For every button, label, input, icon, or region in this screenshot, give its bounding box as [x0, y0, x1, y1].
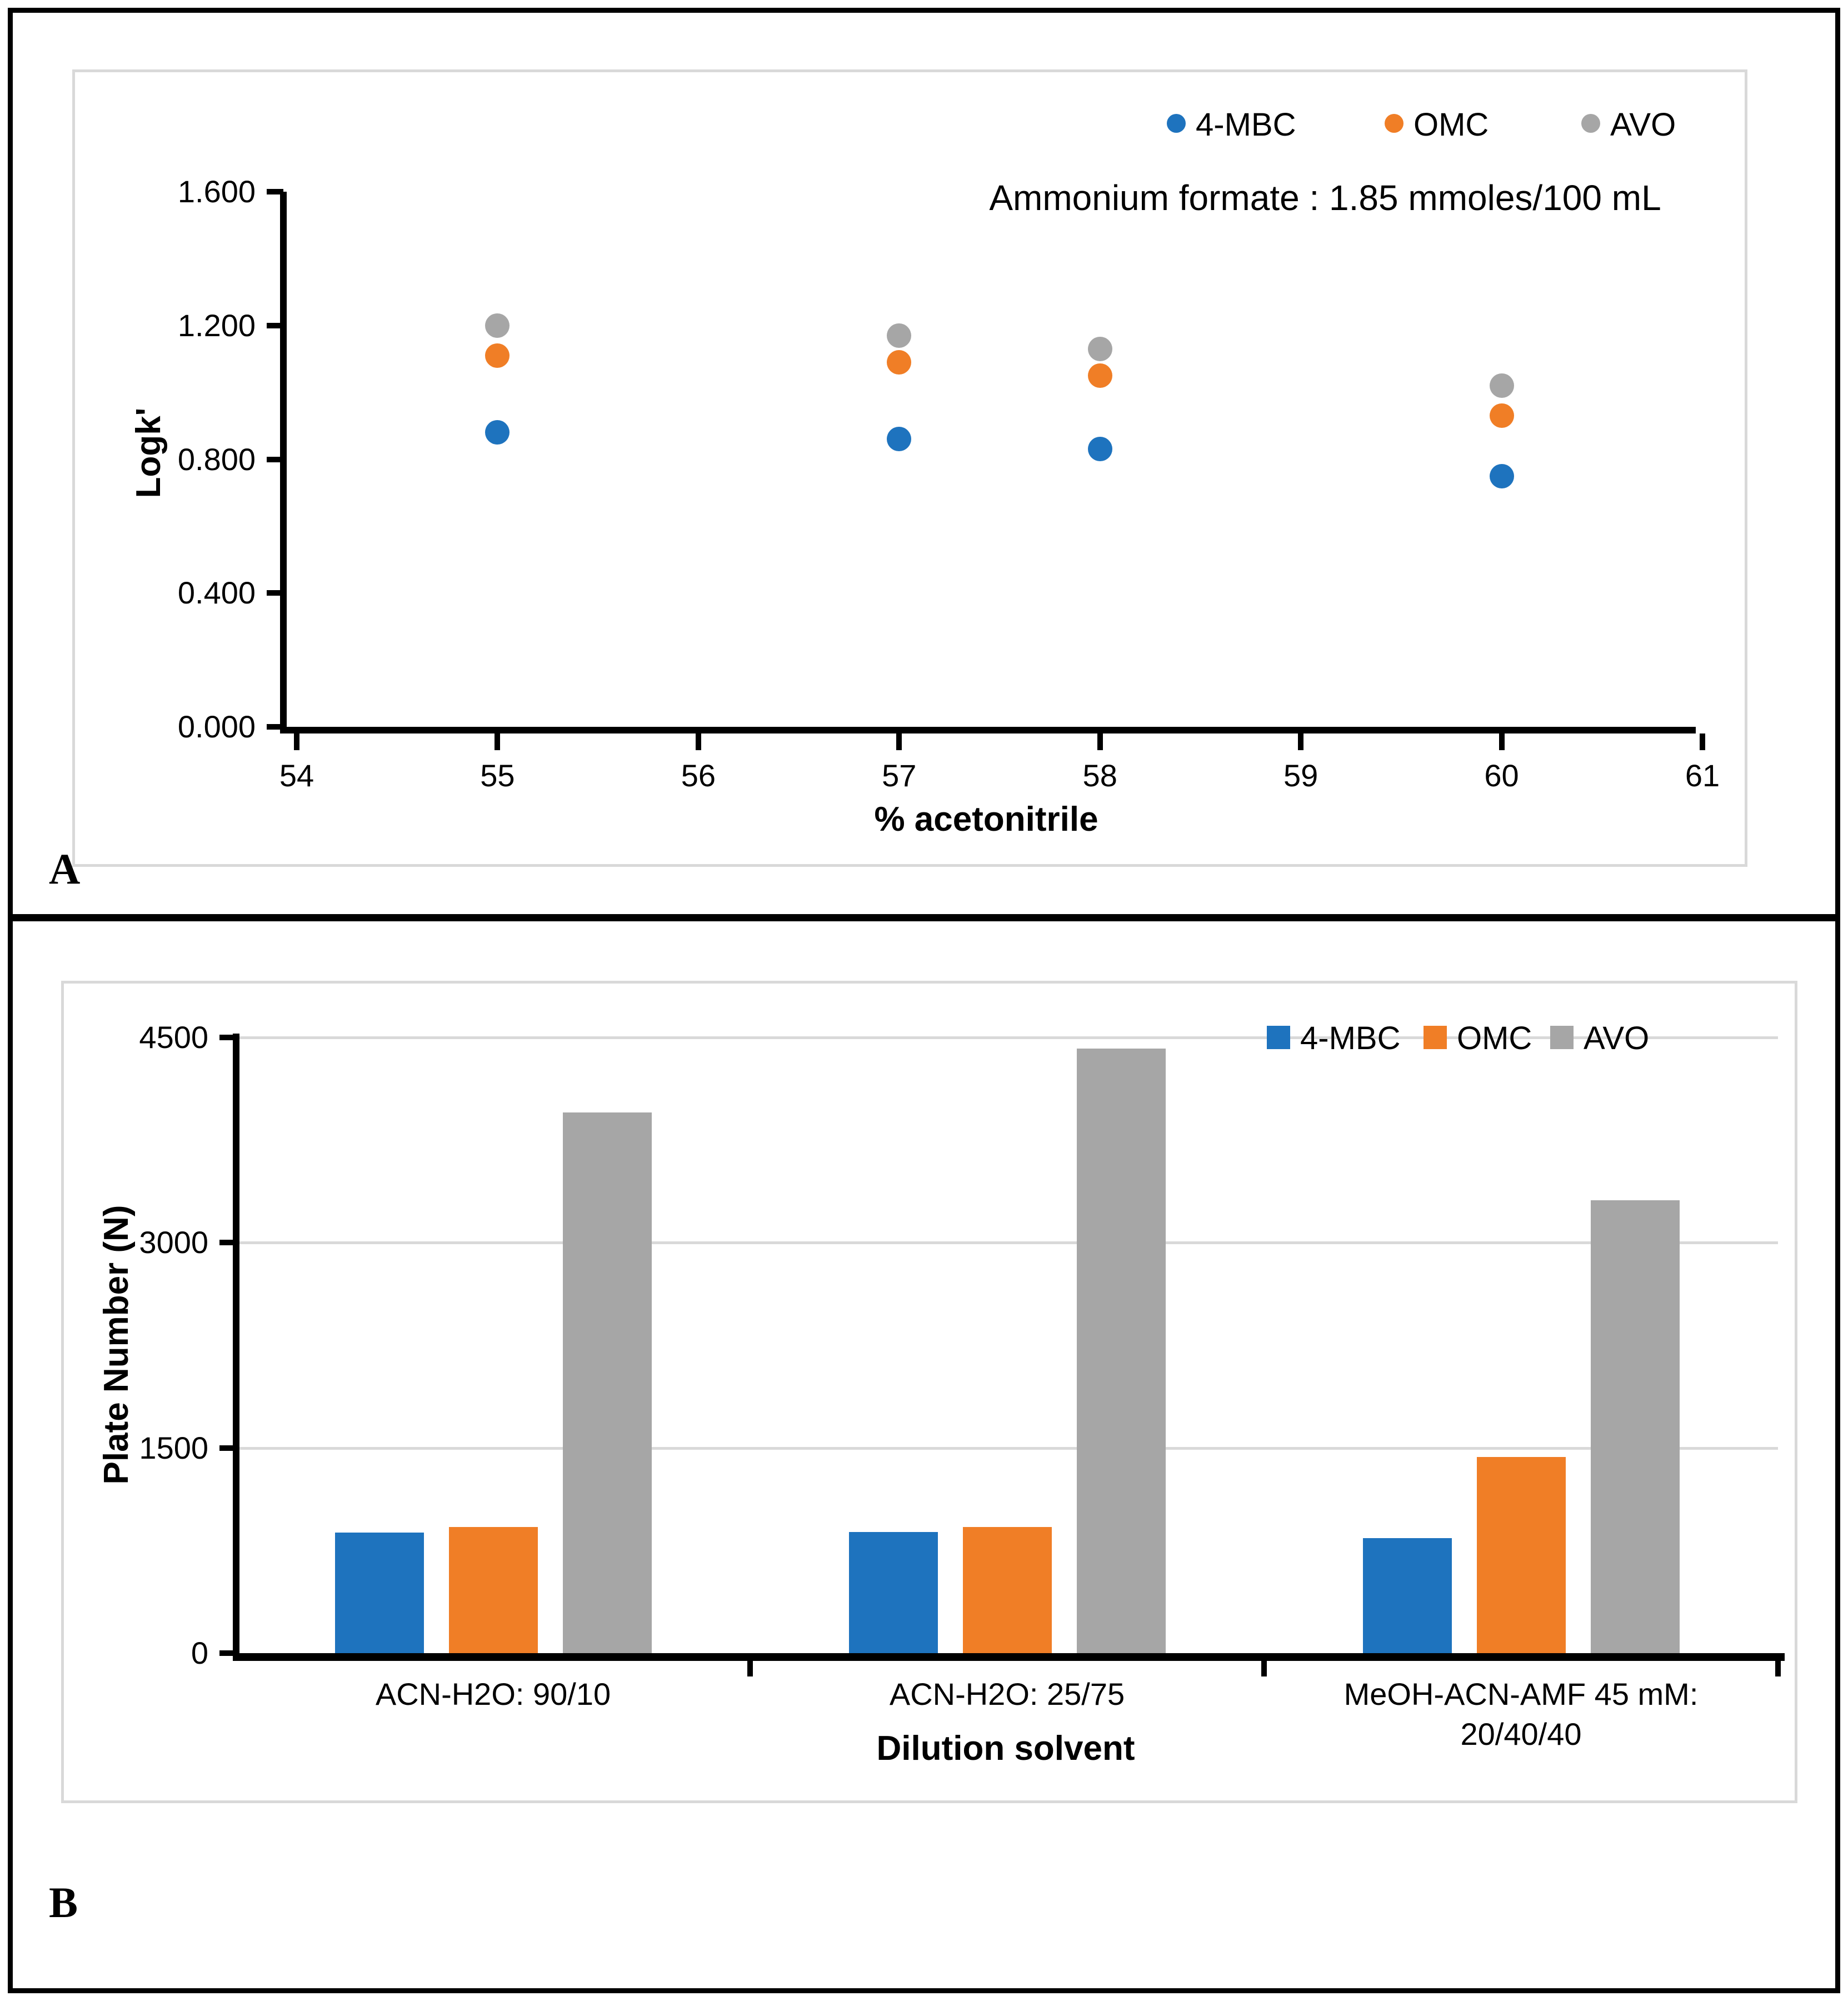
bar-4-mbc: [1362, 1538, 1452, 1653]
chart-a-x-tick-mark: [294, 733, 299, 750]
chart-a-y-tick-mark: [267, 189, 283, 194]
legend-label-4mbc: 4-MBC: [1300, 1020, 1401, 1056]
chart-a-y-tick-mark: [267, 456, 283, 462]
chart-a-y-tick-label: 1.200: [177, 307, 256, 343]
bar-omc: [448, 1527, 538, 1653]
chart-b-y-tick-mark: [219, 1035, 236, 1040]
bar-avo: [1590, 1200, 1680, 1653]
chart-b-category-label: ACN-H2O: 25/75: [889, 1676, 1125, 1711]
legend-marker-4mbc-icon: [1267, 1026, 1290, 1049]
panel-a-chart-box: [72, 69, 1747, 867]
chart-a-y-tick-label: 0.800: [177, 441, 256, 477]
chart-a-x-tick-label: 54: [279, 758, 314, 793]
panel-b-chart-box: [61, 981, 1797, 1803]
bar-avo: [562, 1112, 652, 1653]
panel-divider: [8, 914, 1840, 921]
chart-a-x-tick-mark: [495, 733, 501, 750]
scatter-point-avo: [887, 323, 912, 348]
chart-a-y-tick-mark: [267, 590, 283, 596]
chart-b-y-axis-title: Plate Number (N): [97, 1205, 136, 1485]
legend-marker-omc-icon: [1424, 1026, 1447, 1049]
chart-b-y-tick-mark: [219, 1650, 236, 1656]
chart-a-x-tick-mark: [695, 733, 701, 750]
chart-a-x-axis-title: % acetonitrile: [874, 800, 1098, 839]
chart-a-x-axis-line: [280, 727, 1696, 733]
legend-marker-omc-icon: [1385, 114, 1404, 133]
scatter-point-omc: [887, 350, 912, 375]
chart-b-x-axis-line: [233, 1653, 1785, 1661]
chart-a-x-tick-mark: [1700, 733, 1705, 750]
chart-a-title: Ammonium formate : 1.85 mmoles/100 mL: [989, 178, 1661, 218]
chart-b-category-tick-mark: [747, 1661, 753, 1676]
chart-a-y-tick-label: 0.000: [177, 709, 256, 744]
panel-a-letter: A: [49, 845, 81, 893]
chart-b-y-tick-mark: [219, 1240, 236, 1246]
bar-omc: [1476, 1456, 1566, 1653]
scatter-point-avo: [1489, 373, 1514, 398]
chart-a-y-tick-mark: [267, 724, 283, 730]
chart-b-category-label: ACN-H2O: 90/10: [375, 1676, 611, 1711]
panel-b-letter: B: [49, 1878, 78, 1927]
chart-a-x-tick-label: 55: [480, 758, 515, 793]
bar-4-mbc: [848, 1532, 938, 1653]
chart-b-gridline: [236, 1446, 1778, 1450]
legend-label-omc: OMC: [1414, 107, 1489, 143]
legend-marker-avo-icon: [1550, 1026, 1574, 1049]
chart-b-y-tick-label: 0: [191, 1635, 208, 1670]
chart-b-category-tick-mark: [1261, 1661, 1267, 1676]
chart-a-y-tick-label: 0.400: [177, 575, 256, 611]
legend-marker-avo-icon: [1581, 114, 1600, 133]
chart-a-x-tick-mark: [1097, 733, 1103, 750]
scatter-point-4-mbc: [1489, 463, 1514, 488]
scatter-point-omc: [485, 343, 510, 368]
scatter-point-4-mbc: [887, 427, 912, 452]
bar-avo: [1076, 1048, 1166, 1653]
chart-b-y-tick-label: 3000: [139, 1225, 208, 1260]
figure-border: [8, 8, 1840, 1993]
chart-a-x-tick-mark: [896, 733, 902, 750]
chart-b-y-tick-mark: [219, 1445, 236, 1451]
chart-a-x-tick-mark: [1499, 733, 1505, 750]
legend-label-4mbc: 4-MBC: [1196, 107, 1296, 143]
legend-label-omc: OMC: [1457, 1020, 1532, 1056]
chart-b-gridline: [236, 1241, 1778, 1245]
scatter-point-avo: [485, 313, 510, 338]
chart-a-y-tick-label: 1.600: [177, 174, 256, 209]
scatter-point-4-mbc: [1087, 437, 1112, 462]
scatter-point-omc: [1489, 403, 1514, 428]
chart-b-y-tick-label: 1500: [139, 1430, 208, 1465]
chart-a-x-tick-label: 56: [681, 758, 716, 793]
chart-b-x-axis-title: Dilution solvent: [876, 1729, 1135, 1768]
legend-label-avo: AVO: [1610, 107, 1676, 143]
scatter-point-omc: [1087, 363, 1112, 388]
chart-a-y-tick-mark: [267, 322, 283, 328]
chart-b-category-tick-mark: [1775, 1661, 1781, 1676]
bar-omc: [962, 1527, 1052, 1653]
chart-a-x-tick-label: 58: [1082, 758, 1117, 793]
chart-a-x-tick-label: 59: [1283, 758, 1318, 793]
scatter-point-avo: [1087, 336, 1112, 361]
chart-a-x-tick-label: 60: [1484, 758, 1519, 793]
legend-marker-4mbc-icon: [1167, 114, 1186, 133]
chart-b-category-label: MeOH-ACN-AMF 45 mM: 20/40/40: [1343, 1676, 1699, 1752]
chart-b-gridline: [236, 1036, 1778, 1039]
scatter-point-4-mbc: [485, 420, 510, 445]
bar-4-mbc: [334, 1533, 424, 1653]
chart-a-x-tick-label: 57: [882, 758, 917, 793]
chart-a-x-tick-mark: [1298, 733, 1304, 750]
chart-a-x-tick-label: 61: [1685, 758, 1720, 793]
legend-label-avo: AVO: [1584, 1020, 1650, 1056]
chart-b-y-tick-label: 4500: [139, 1020, 208, 1055]
chart-b-y-axis-line: [233, 1034, 239, 1660]
